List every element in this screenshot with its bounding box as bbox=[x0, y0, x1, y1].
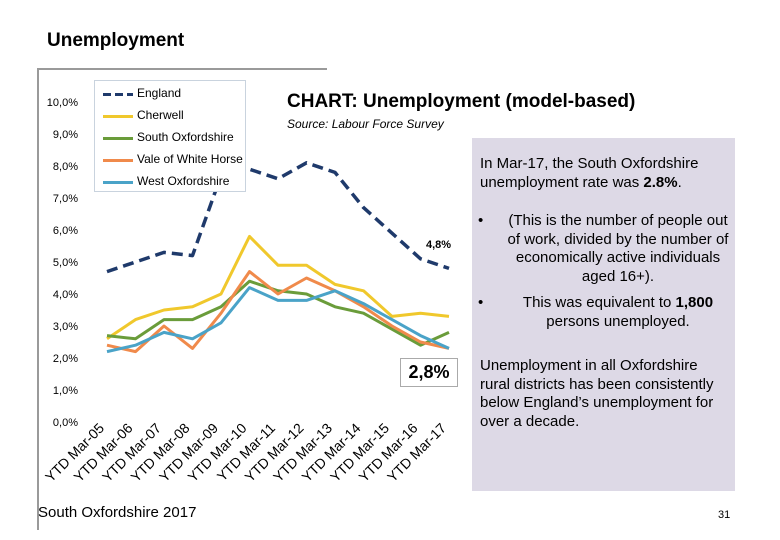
bullet-marker: • bbox=[478, 294, 484, 311]
y-tick-label: 7,0% bbox=[53, 193, 78, 205]
page-title: Unemployment bbox=[47, 30, 185, 51]
frame-horizontal-rule bbox=[37, 68, 327, 70]
series-line-west-oxfordshire bbox=[106, 286, 450, 354]
chart-legend: England Cherwell South Oxfordshire Vale of … bbox=[94, 80, 246, 192]
chart-heading: CHART: Unemployment (model-based) bbox=[287, 91, 636, 112]
series-line-south-oxfordshire bbox=[106, 279, 450, 347]
legend-swatch bbox=[103, 115, 133, 118]
commentary-paragraph-1: In Mar-17, the South Oxfordshire unemplo… bbox=[480, 155, 730, 192]
commentary-p1-text: In Mar-17, the South Oxfordshire unemplo… bbox=[480, 155, 699, 191]
commentary-p1-value: 2.8% bbox=[643, 173, 678, 191]
y-tick-label: 3,0% bbox=[53, 321, 78, 333]
legend-item: West Oxfordshire bbox=[103, 173, 248, 191]
legend-label: Vale of White Horse bbox=[137, 152, 243, 166]
legend-label: England bbox=[137, 86, 182, 100]
legend-swatch bbox=[103, 159, 133, 162]
series-line-cherwell bbox=[106, 234, 450, 341]
y-tick-label: 5,0% bbox=[53, 257, 78, 269]
y-tick-label: 0,0% bbox=[53, 417, 78, 429]
commentary-bullet-2: This was equivalent to 1,800 persons une… bbox=[504, 294, 732, 331]
page-number: 31 bbox=[718, 509, 731, 521]
y-tick-label: 9,0% bbox=[53, 129, 78, 141]
commentary-panel: In Mar-17, the South Oxfordshire unemplo… bbox=[472, 138, 735, 491]
commentary-b2-pre: This was equivalent to bbox=[522, 294, 672, 311]
series-line-vale-of-white-horse bbox=[106, 270, 450, 354]
chart-source: Source: Labour Force Survey bbox=[287, 117, 444, 131]
england-end-label: 4,8% bbox=[426, 239, 452, 251]
commentary-paragraph-2: Unemployment in all Oxfordshire rural di… bbox=[480, 357, 714, 430]
bullet-marker: • bbox=[478, 212, 484, 229]
legend-swatch bbox=[103, 93, 133, 96]
commentary-b2-value: 1,800 bbox=[675, 294, 714, 311]
commentary-b2-post: persons unemployed. bbox=[546, 312, 690, 330]
y-tick-label: 8,0% bbox=[53, 161, 78, 173]
legend-label: South Oxfordshire bbox=[137, 130, 234, 144]
legend-item: South Oxfordshire bbox=[103, 129, 248, 147]
legend-label: West Oxfordshire bbox=[137, 174, 230, 188]
commentary-bullet-1: (This is the number of people out of wor… bbox=[507, 212, 729, 285]
y-tick-label: 2,0% bbox=[53, 353, 78, 365]
y-tick-label: 4,0% bbox=[53, 289, 78, 301]
legend-item: England bbox=[103, 85, 248, 103]
y-tick-label: 6,0% bbox=[53, 225, 78, 237]
legend-item: Vale of White Horse bbox=[103, 151, 248, 169]
commentary-p1-stop: . bbox=[677, 173, 682, 191]
footer-text: South Oxfordshire 2017 bbox=[38, 504, 197, 521]
legend-swatch bbox=[103, 181, 133, 184]
legend-item: Cherwell bbox=[103, 107, 248, 125]
south-oxfordshire-callout: 2,8% bbox=[400, 358, 458, 387]
y-tick-label: 10,0% bbox=[47, 97, 78, 109]
legend-label: Cherwell bbox=[137, 108, 184, 122]
series-line-england bbox=[106, 161, 450, 274]
frame-vertical-rule bbox=[37, 68, 39, 530]
y-tick-label: 1,0% bbox=[53, 385, 78, 397]
legend-swatch bbox=[103, 137, 133, 140]
